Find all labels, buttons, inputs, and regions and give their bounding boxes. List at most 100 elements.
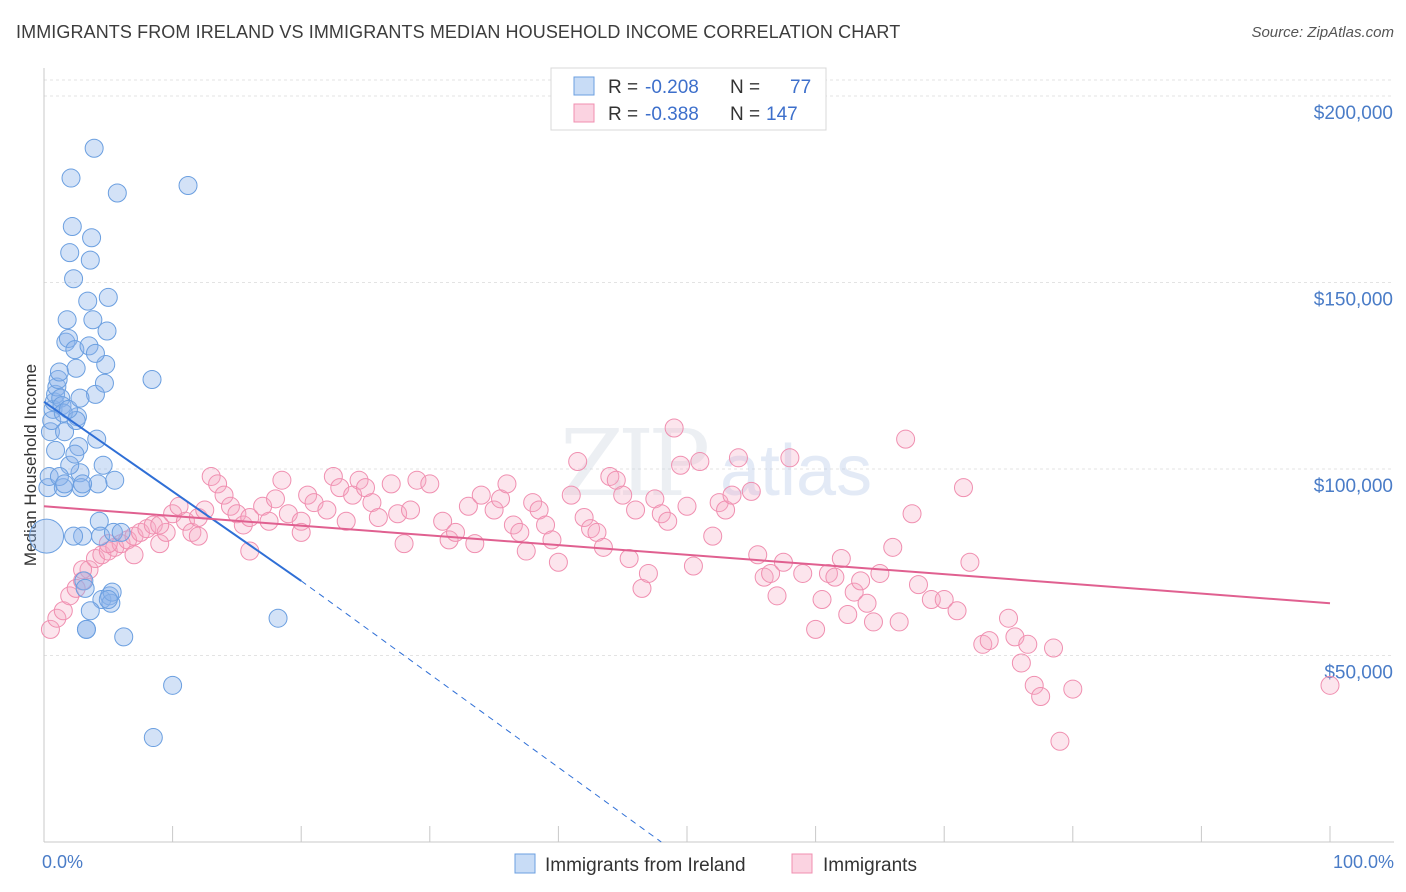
data-point [439, 530, 459, 550]
data-point [79, 560, 99, 580]
data-point [89, 511, 109, 531]
trend-line-ireland [43, 401, 302, 582]
watermark-zip: ZIP [560, 410, 707, 517]
data-point [542, 530, 562, 550]
legend-swatch-pink [573, 103, 595, 123]
data-point [143, 728, 163, 748]
data-point [433, 511, 453, 531]
data-point [107, 183, 127, 203]
legend-r-label-2: R = [608, 104, 638, 125]
data-point [208, 474, 228, 494]
data-point [79, 336, 99, 356]
data-point [664, 418, 684, 438]
data-point [741, 481, 761, 501]
data-point [39, 466, 59, 486]
data-point [49, 362, 69, 382]
data-point [626, 500, 646, 520]
chart-title: IMMIGRANTS FROM IRELAND VS IMMIGRANTS ME… [16, 22, 901, 42]
axes [43, 68, 1394, 843]
trend-line-ireland-extension [300, 580, 662, 843]
data-point [420, 474, 440, 494]
data-point [178, 176, 198, 196]
bottom-legend-swatch-immigrants [791, 853, 813, 874]
data-point [268, 608, 288, 628]
data-point [55, 422, 75, 442]
data-point [722, 485, 742, 505]
data-point [227, 504, 247, 524]
data-point [999, 608, 1018, 628]
legend-r-value-1: -0.208 [645, 77, 699, 98]
data-point [690, 452, 710, 472]
bottom-legend-label-immigrants: Immigrants [823, 855, 917, 876]
data-point [298, 485, 318, 505]
data-point [62, 217, 82, 237]
data-point [349, 470, 369, 490]
data-point [883, 537, 903, 557]
legend-frame [550, 67, 827, 131]
data-point [65, 340, 85, 360]
data-point [64, 269, 84, 289]
data-point [658, 511, 678, 531]
data-point [60, 586, 80, 606]
data-point [465, 534, 485, 554]
watermark: ZIP atlas [560, 410, 872, 517]
data-point [83, 310, 103, 330]
data-point [70, 463, 90, 483]
bottom-legend: Immigrants from Ireland Immigrants [514, 853, 917, 876]
data-point [863, 612, 883, 632]
y-axis-title: Median Household Income [21, 364, 40, 566]
data-point [953, 478, 973, 498]
data-point [484, 500, 504, 520]
data-point [150, 515, 170, 535]
data-point [1031, 687, 1051, 707]
data-point [1018, 634, 1038, 654]
legend: R = -0.208 N = 77 R = -0.388 N = 147 [550, 67, 827, 131]
data-point [336, 511, 356, 531]
data-point [761, 563, 781, 583]
trend-lines [43, 401, 1331, 843]
data-point [857, 593, 877, 613]
data-point [98, 590, 118, 610]
data-point [677, 496, 697, 516]
data-point [407, 470, 427, 490]
data-point [272, 470, 292, 490]
data-point [960, 552, 980, 572]
data-point [55, 474, 75, 494]
data-point [98, 287, 118, 307]
data-point [838, 604, 858, 624]
x-tick-label: 0.0% [42, 852, 83, 872]
data-point [471, 485, 491, 505]
data-point [220, 496, 240, 516]
data-point [124, 545, 144, 565]
legend-n-label-1: N = [730, 77, 760, 98]
data-point [188, 526, 208, 546]
data-point [381, 474, 401, 494]
y-tick-labels: $50,000 $100,000 $150,000 $200,000 [1314, 103, 1393, 684]
x-tick-labels: 0.0% 100.0% [42, 852, 1394, 872]
data-point [523, 493, 543, 513]
data-point [497, 474, 517, 494]
data-point [683, 556, 703, 576]
data-point [93, 455, 113, 475]
data-point [66, 411, 86, 431]
data-point [780, 448, 800, 468]
legend-n-value-1: 77 [790, 77, 811, 98]
data-point [85, 343, 105, 363]
data-point [568, 452, 588, 472]
bottom-legend-label-ireland: Immigrants from Ireland [545, 855, 746, 876]
data-point [1044, 638, 1064, 658]
data-point [51, 388, 71, 408]
data-point [600, 466, 620, 486]
data-point [1063, 679, 1083, 699]
data-point [60, 243, 80, 263]
data-point [57, 310, 77, 330]
data-point [47, 377, 67, 397]
data-point [401, 500, 421, 520]
data-point [651, 504, 671, 524]
data-point [793, 563, 813, 583]
data-point [29, 518, 65, 554]
data-point [870, 563, 890, 583]
data-point [47, 608, 67, 628]
data-point [64, 526, 84, 546]
